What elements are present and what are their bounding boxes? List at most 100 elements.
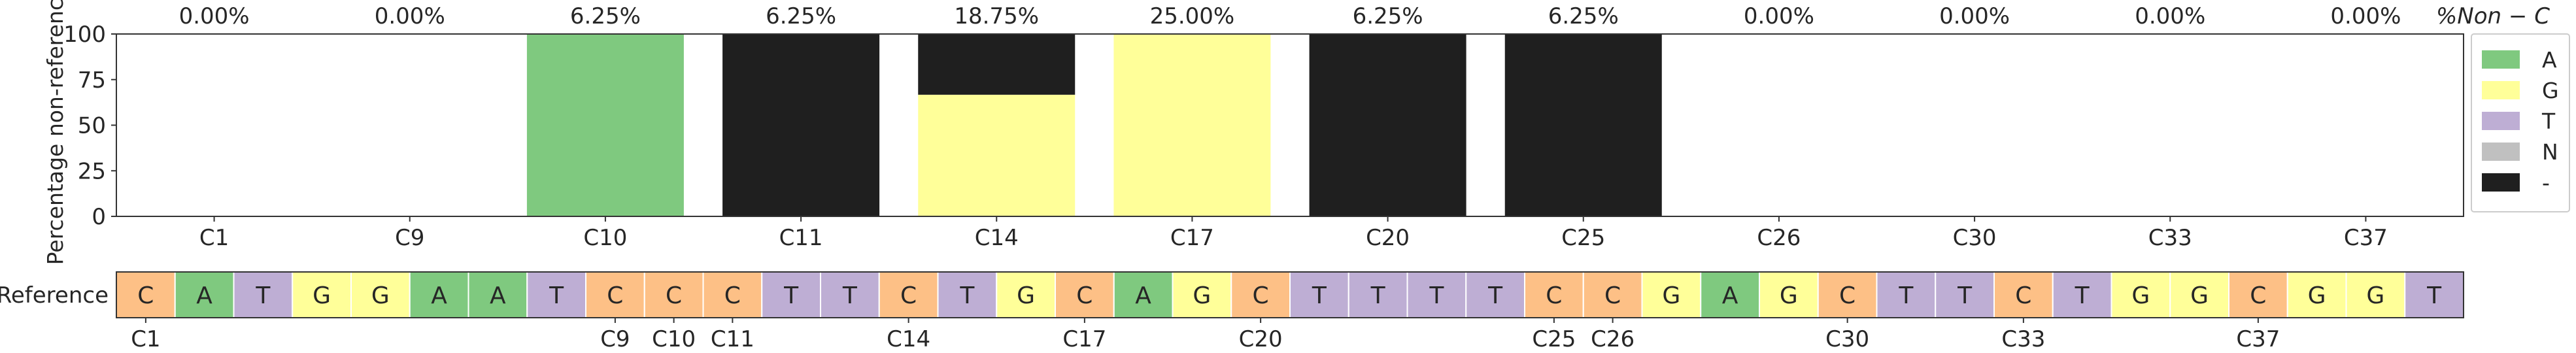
x-tick-label: C20	[1366, 225, 1410, 251]
reference-position-label: C20	[1239, 326, 1283, 352]
reference-base-cell	[820, 271, 880, 318]
reference-base-letter: A	[1722, 282, 1738, 309]
reference-position-label: C9	[600, 326, 630, 352]
reference-base-cell	[2345, 271, 2406, 318]
x-tick-label: C14	[975, 225, 1019, 251]
reference-base-letter: G	[2190, 282, 2209, 309]
bar-top-percentage-label: 18.75%	[954, 3, 1039, 29]
bar-top-percentage-label: 6.25%	[766, 3, 836, 29]
reference-base-letter: C	[607, 282, 623, 309]
legend-label: -	[2542, 170, 2550, 195]
reference-base-letter: T	[549, 282, 564, 309]
x-tick-label: C26	[1757, 225, 1801, 251]
x-tick-label: C9	[395, 225, 424, 251]
reference-base-letter: G	[1017, 282, 1035, 309]
reference-base-letter: T	[1957, 282, 1973, 309]
reference-base-letter: T	[1487, 282, 1503, 309]
reference-base-cell	[878, 271, 939, 318]
reference-base-letter: T	[255, 282, 271, 309]
legend-swatch	[2482, 143, 2520, 161]
legend-label: N	[2542, 139, 2558, 165]
reference-base-cell	[643, 271, 704, 318]
reference-base-cell	[702, 271, 763, 318]
reference-base-cell	[233, 271, 294, 318]
reference-base-letter: C	[1076, 282, 1093, 309]
reference-position-label: C25	[1532, 326, 1576, 352]
x-tick-label: C17	[1170, 225, 1214, 251]
reference-base-letter: G	[1662, 282, 1680, 309]
reference-base-cell	[526, 271, 586, 318]
reference-base-letter: T	[959, 282, 975, 309]
reference-base-cell	[174, 271, 235, 318]
bar-chart-panel: C1 0.00% C9 0.00% C10 6.25% C11 6.25% C14 18.75% C…	[42, 0, 2550, 265]
y-tick-label: 100	[63, 22, 106, 48]
reference-position-label: C37	[2236, 326, 2280, 352]
bar-segment	[918, 34, 1076, 95]
reference-base-letter: C	[1546, 282, 1562, 309]
y-tick-label: 25	[78, 158, 106, 184]
reference-base-letter: A	[431, 282, 447, 309]
y-tick-label: 0	[92, 204, 106, 230]
bar-top-percentage-label: 0.00%	[1744, 3, 1814, 29]
reference-base-cell	[1524, 271, 1584, 318]
x-tick-label: C25	[1561, 225, 1605, 251]
bar-segment	[1504, 34, 1662, 216]
reference-base-letter: C	[137, 282, 154, 309]
reference-base-letter: C	[1604, 282, 1621, 309]
reference-base-letter: T	[1312, 282, 1327, 309]
reference-position-label: C1	[131, 326, 160, 352]
bar-top-percentage-label: 0.00%	[179, 3, 250, 29]
reference-base-letter: T	[1429, 282, 1444, 309]
bar-segment	[526, 34, 684, 216]
reference-frame	[116, 271, 2464, 318]
bar-segment	[918, 94, 1076, 216]
reference-base-cell	[2052, 271, 2112, 318]
legend-box	[2471, 33, 2570, 212]
reference-base-letter: T	[1898, 282, 1914, 309]
bar-segment	[1113, 34, 1271, 216]
legend-label: T	[2541, 109, 2556, 134]
y-tick-label: 75	[78, 67, 106, 93]
top-title: %Non − C	[2436, 3, 2550, 29]
x-tick-label: C10	[583, 225, 627, 251]
reference-base-letter: G	[2131, 282, 2150, 309]
reference-position-label: C10	[652, 326, 696, 352]
reference-base-letter: C	[1839, 282, 1856, 309]
reference-base-letter: T	[1370, 282, 1386, 309]
reference-base-letter: C	[2015, 282, 2031, 309]
reference-sequence-panel: Reference C A T G G A A T C C C T T C T G C A G C T T T T C C G A G C T…	[0, 271, 2464, 352]
reference-base-letter: C	[900, 282, 917, 309]
reference-base-letter: A	[1135, 282, 1151, 309]
reference-position-label: C14	[887, 326, 930, 352]
reference-base-letter: C	[2250, 282, 2266, 309]
bar-top-percentage-label: 0.00%	[2135, 3, 2205, 29]
reference-base-cell	[2404, 271, 2464, 318]
reference-base-letter: G	[371, 282, 390, 309]
x-tick-label: C11	[779, 225, 823, 251]
reference-position-label: C11	[711, 326, 754, 352]
reference-base-letter: G	[1193, 282, 1211, 309]
x-tick-label: C30	[1953, 225, 1997, 251]
legend-swatch	[2482, 173, 2520, 192]
bar-top-percentage-label: 6.25%	[570, 3, 641, 29]
bar-segment	[722, 34, 880, 216]
reference-base-cell	[1113, 271, 1174, 318]
legend-label: A	[2542, 47, 2557, 73]
y-axis-label: Percentage non-reference	[42, 0, 68, 265]
reference-position-label: C17	[1062, 326, 1106, 352]
reference-position-label: C30	[1825, 326, 1869, 352]
legend-swatch	[2482, 50, 2520, 69]
reference-base-letter: C	[1253, 282, 1269, 309]
reference-base-letter: T	[2075, 282, 2090, 309]
reference-base-letter: T	[783, 282, 799, 309]
reference-base-cell	[1641, 271, 1702, 318]
reference-base-letter: G	[2308, 282, 2326, 309]
bar-top-percentage-label: 25.00%	[1150, 3, 1235, 29]
reference-base-letter: G	[313, 282, 331, 309]
reference-base-cell	[1230, 271, 1291, 318]
x-tick-label: C1	[199, 225, 229, 251]
plot-frame	[116, 33, 2464, 217]
reference-base-letter: T	[842, 282, 858, 309]
